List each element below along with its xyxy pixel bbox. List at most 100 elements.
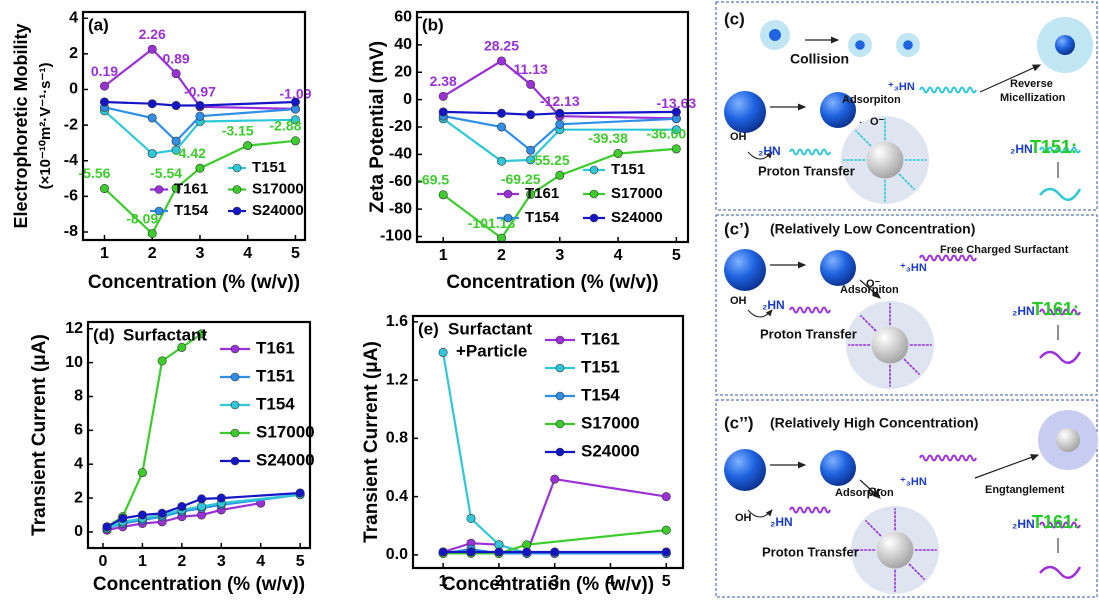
y-tick-label: -40 xyxy=(389,146,412,163)
data-label: -5.54 xyxy=(150,165,182,181)
surfactant-chain xyxy=(790,508,830,513)
data-point xyxy=(100,98,108,106)
legend-marker xyxy=(233,207,241,215)
diagram-text: ₂HN xyxy=(770,515,793,529)
data-label: -36.00 xyxy=(646,126,686,142)
data-point xyxy=(556,109,564,117)
particle xyxy=(820,450,856,486)
annotation: Surfactant xyxy=(123,325,207,344)
x-tick-label: 4 xyxy=(256,553,265,570)
legend-label: T161 xyxy=(525,185,559,202)
y-tick-label: 4 xyxy=(69,9,78,26)
legend-label: T161 xyxy=(256,338,295,357)
diagram-text: OH xyxy=(730,131,747,143)
x-tick-label: 3 xyxy=(555,247,564,264)
x-tick-label: 1 xyxy=(439,247,448,264)
series-line xyxy=(105,49,296,109)
y-tick-label: -20 xyxy=(389,118,412,135)
data-point xyxy=(497,157,505,165)
particle xyxy=(724,91,766,133)
data-point xyxy=(523,548,531,556)
legend-label: T151 xyxy=(611,161,645,178)
y-tick-label: -6 xyxy=(64,188,78,205)
data-point xyxy=(148,100,156,108)
series-line xyxy=(107,334,202,527)
particle-core xyxy=(872,327,909,364)
diagram-text: ₂HN xyxy=(762,298,785,312)
legend-label: S17000 xyxy=(252,180,304,197)
particle xyxy=(820,250,856,286)
data-label: -4.42 xyxy=(174,145,206,161)
data-point xyxy=(172,69,180,77)
particle xyxy=(724,449,766,491)
folded-chain xyxy=(1040,352,1080,363)
legend-marker xyxy=(556,420,564,428)
legend-marker xyxy=(231,457,239,465)
y-tick-label: 0 xyxy=(69,81,78,98)
legend-marker xyxy=(556,392,564,400)
data-label: -12.13 xyxy=(540,93,580,109)
particle-core xyxy=(867,142,904,179)
diagram-text: Proton Transfer xyxy=(760,326,857,341)
surfactant-chain xyxy=(920,256,976,261)
data-label: 11.13 xyxy=(514,61,548,77)
y-tick-label: 0 xyxy=(74,523,83,540)
legend-marker xyxy=(233,164,241,172)
micelle-core xyxy=(769,29,781,41)
legend-marker xyxy=(504,190,512,198)
panel-label: (b) xyxy=(422,15,444,34)
data-point xyxy=(550,475,558,483)
legend-marker xyxy=(556,336,564,344)
data-point xyxy=(497,57,505,65)
legend-label: S24000 xyxy=(256,450,315,469)
surfactant-chain xyxy=(920,88,976,93)
legend-label: T151 xyxy=(581,357,620,376)
data-point xyxy=(467,548,475,556)
y-tick-label: 6 xyxy=(74,422,83,439)
panel-label: (a) xyxy=(88,15,109,34)
data-point xyxy=(497,109,505,117)
diagram-text: (c) xyxy=(724,9,745,28)
diagram-text: OH xyxy=(735,512,752,524)
y-axis-label: Electrophoretic Mobility xyxy=(11,23,31,228)
legend-label: S17000 xyxy=(581,413,640,432)
diagram-text: O⁻ xyxy=(866,278,881,290)
diagram-text: OH xyxy=(730,295,747,307)
diagram-text: Adsorpiton xyxy=(842,94,901,106)
data-point xyxy=(662,492,670,500)
legend-label: S24000 xyxy=(581,441,640,460)
y-tick-label: 40 xyxy=(394,36,412,53)
diagram-text: ₂HN xyxy=(758,144,781,158)
data-point xyxy=(158,509,166,517)
folded-chain xyxy=(1040,189,1080,200)
y-axis-label: Transient Current (μA) xyxy=(29,334,50,536)
legend-label: S24000 xyxy=(611,209,663,226)
x-axis-label: Concentration (% (w/v)) xyxy=(88,272,300,293)
legend-label: T154 xyxy=(174,202,209,219)
data-point xyxy=(100,82,108,90)
x-tick-label: 4 xyxy=(243,245,252,262)
x-axis-label: Concentration (% (w/v)) xyxy=(446,272,658,293)
y-axis-label: Zeta Potential (mV) xyxy=(367,41,388,213)
legend-marker xyxy=(231,401,239,409)
y-tick-label: 8 xyxy=(74,388,83,405)
x-tick-label: 1 xyxy=(100,245,109,262)
legend-marker xyxy=(231,429,239,437)
particle-core xyxy=(877,532,914,569)
x-tick-label: 2 xyxy=(148,245,157,262)
data-point xyxy=(495,548,503,556)
diagram-text: O⁻ xyxy=(870,116,885,128)
y-axis-label: (×10⁻¹⁰m²·V⁻¹·s⁻¹) xyxy=(37,63,54,190)
data-point xyxy=(662,548,670,556)
diagram-text: T161: xyxy=(1032,299,1079,319)
data-point xyxy=(148,114,156,122)
legend-label: T151 xyxy=(252,159,286,176)
data-point xyxy=(556,120,564,128)
x-tick-label: 1 xyxy=(138,553,147,570)
data-label: 0.89 xyxy=(162,50,189,66)
data-point xyxy=(526,146,534,154)
diagram-text: (c’) xyxy=(724,219,750,238)
y-tick-label: -2 xyxy=(64,116,78,133)
data-point xyxy=(172,137,180,145)
y-tick-label: 0 xyxy=(403,91,412,108)
